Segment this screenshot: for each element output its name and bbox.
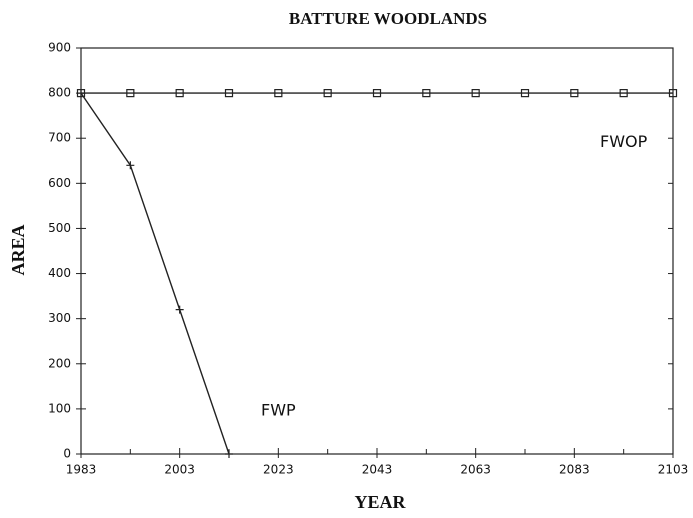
annotation: FWOP xyxy=(600,132,648,151)
x-tick-label: 2043 xyxy=(362,463,393,477)
x-tick-label: 1983 xyxy=(66,463,97,477)
x-tick-label: 2083 xyxy=(559,463,590,477)
y-tick-label: 600 xyxy=(48,176,71,190)
marker xyxy=(175,305,184,314)
marker xyxy=(422,89,431,98)
y-tick-label: 300 xyxy=(48,311,71,325)
y-tick-label: 100 xyxy=(48,401,71,415)
marker xyxy=(323,89,332,98)
annotation: FWP xyxy=(261,401,296,420)
y-axis-label: AREA xyxy=(8,224,28,275)
marker xyxy=(570,89,579,98)
marker xyxy=(619,89,628,98)
x-tick-label: 2063 xyxy=(460,463,491,477)
y-tick-label: 0 xyxy=(63,447,71,461)
marker xyxy=(77,89,85,98)
marker xyxy=(225,450,233,458)
marker xyxy=(224,89,234,98)
y-tick-label: 400 xyxy=(48,266,71,280)
y-tick-label: 500 xyxy=(48,221,71,235)
chart-title: BATTURE WOODLANDS xyxy=(289,9,487,28)
y-tick-label: 200 xyxy=(48,356,71,370)
series-line xyxy=(80,92,230,455)
marker xyxy=(274,89,283,98)
y-tick-label: 900 xyxy=(48,41,71,55)
marker xyxy=(175,89,184,98)
marker xyxy=(372,89,382,98)
x-tick-label: 2003 xyxy=(164,463,195,477)
marker xyxy=(126,89,135,98)
marker xyxy=(668,89,678,98)
plot-frame xyxy=(80,47,674,455)
marker xyxy=(471,89,480,98)
x-tick-label: 2103 xyxy=(658,463,689,477)
marker xyxy=(126,161,135,170)
x-tick-label: 2023 xyxy=(263,463,294,477)
marker xyxy=(520,89,530,98)
y-tick-label: 800 xyxy=(48,86,71,100)
x-axis-label: YEAR xyxy=(354,492,406,512)
y-tick-label: 700 xyxy=(48,131,71,145)
